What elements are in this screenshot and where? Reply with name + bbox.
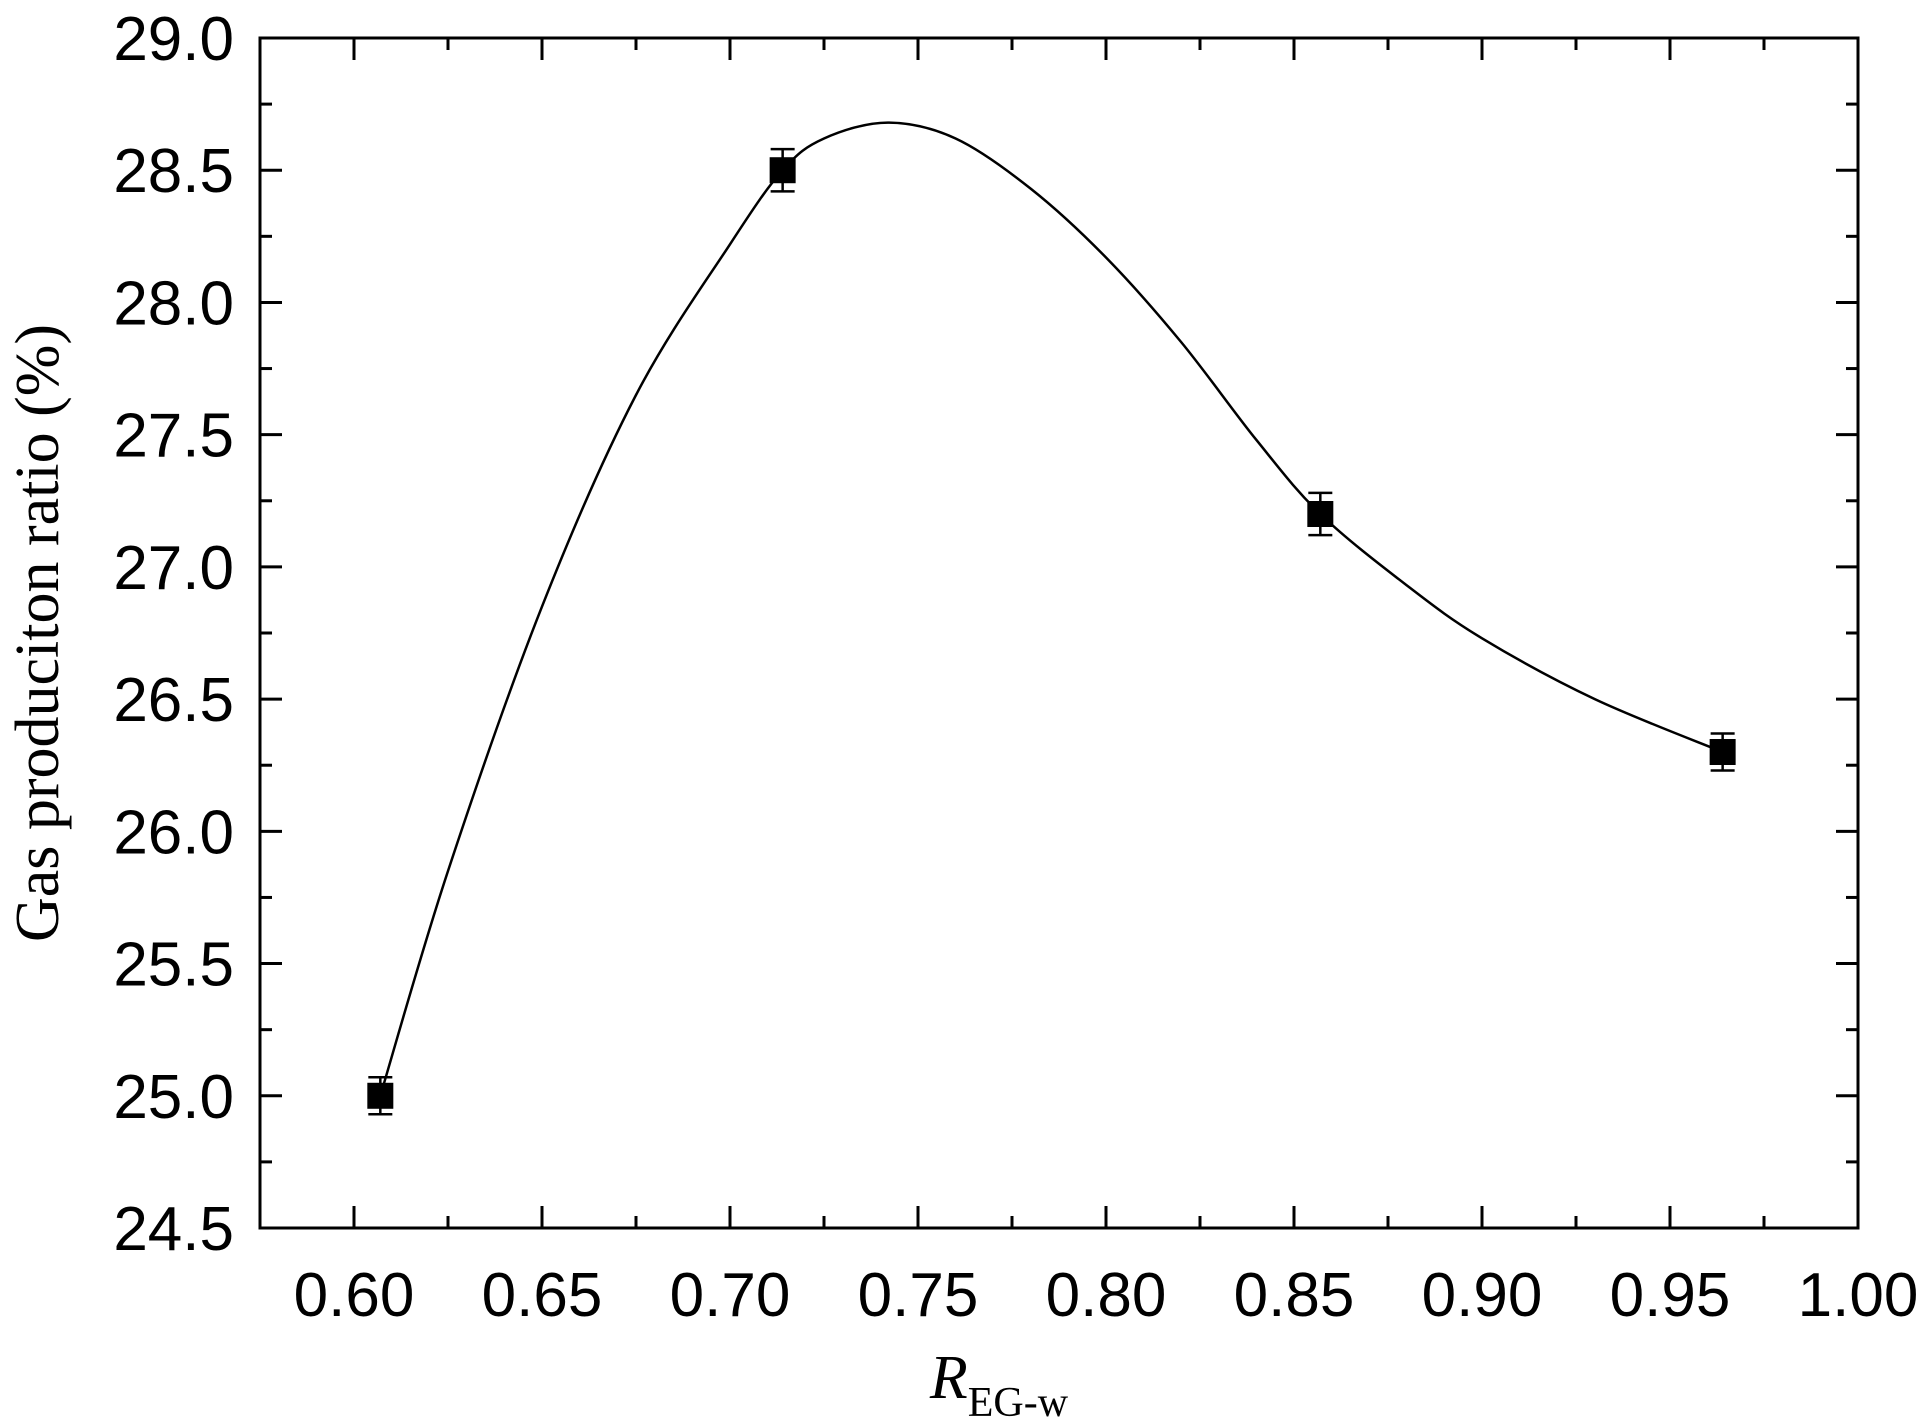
- plot-frame: [258, 36, 1860, 1230]
- x-axis-title: REG-w: [929, 1344, 1069, 1420]
- x-tick-label: 0.65: [482, 1261, 603, 1330]
- fit-curve-layer: [379, 121, 1724, 1097]
- x-tick-label: 0.80: [1046, 1261, 1167, 1330]
- x-axis-title-main: R: [929, 1344, 968, 1412]
- y-tick-label: 28.0: [113, 269, 234, 338]
- data-point-marker: [367, 1082, 394, 1109]
- fit-curve-line: [379, 121, 1724, 1097]
- y-tick-label: 27.0: [113, 534, 234, 603]
- y-tick-label: 25.5: [113, 931, 234, 1000]
- ticks-layer: [260, 36, 1860, 1230]
- data-point-marker: [769, 157, 796, 184]
- x-tick-label: 0.75: [858, 1261, 979, 1330]
- y-tick-label: 25.0: [113, 1063, 234, 1132]
- y-tick-label: 26.0: [113, 798, 234, 867]
- x-tick-label: 0.70: [670, 1261, 791, 1330]
- x-tick-label: 1.00: [1798, 1261, 1919, 1330]
- x-axis-title-subscript: EG-w: [968, 1380, 1069, 1420]
- y-tick-label: 29.0: [113, 5, 234, 74]
- x-tick-label: 0.90: [1422, 1261, 1543, 1330]
- tick-labels-layer: 0.60 0.65 0.70 0.75 0.80 0.85 0.90 0.95 1.00 24.5…: [113, 5, 1918, 1330]
- data-point-marker: [1307, 501, 1334, 527]
- data-point-marker: [1709, 739, 1736, 765]
- y-axis-title: Gas produciton ratio (%): [4, 324, 72, 942]
- y-tick-label: 26.5: [113, 666, 234, 735]
- x-tick-label: 0.60: [294, 1261, 415, 1330]
- y-tick-label: 28.5: [113, 137, 234, 206]
- y-tick-label: 27.5: [113, 402, 234, 471]
- x-tick-label: 0.85: [1234, 1261, 1355, 1330]
- x-tick-label: 0.95: [1610, 1261, 1731, 1330]
- y-tick-label: 24.5: [113, 1195, 234, 1264]
- data-points-layer: [367, 147, 1736, 1116]
